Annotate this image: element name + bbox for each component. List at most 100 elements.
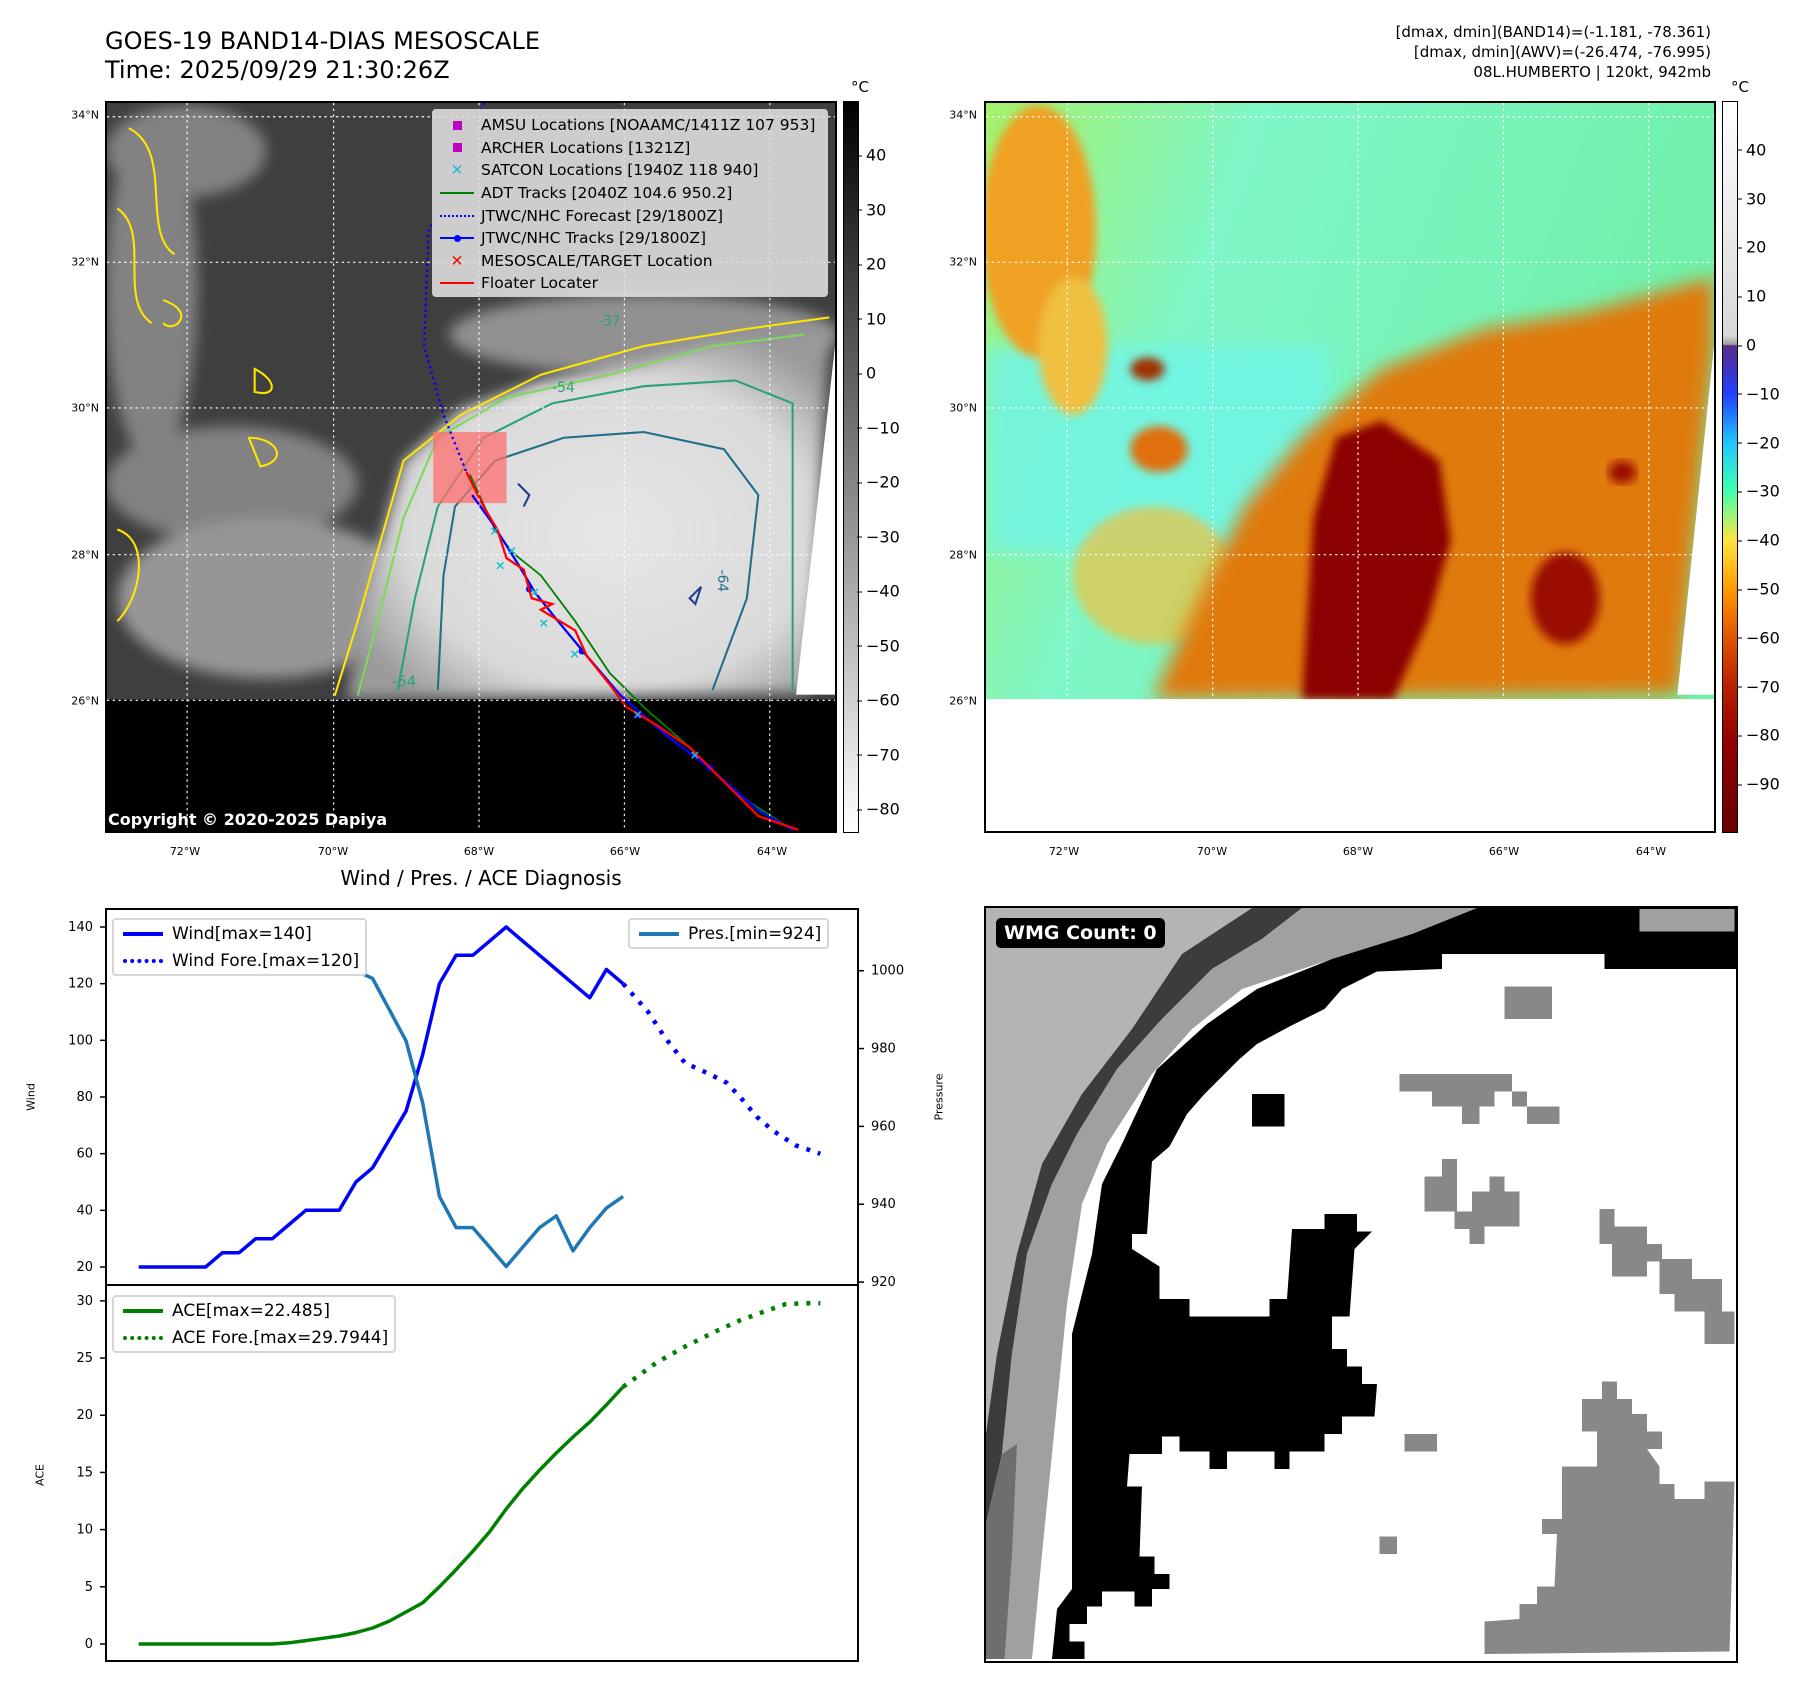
longitude-tick-label: 72°W (169, 845, 201, 858)
colorbar-tick-label: −60 (857, 690, 900, 710)
colorbar-tick-label: −30 (1737, 481, 1780, 501)
line-icon (433, 282, 481, 285)
legend-label: SATCON Locations [1940Z 118 940] (481, 161, 759, 180)
copyright-text: Copyright © 2020-2025 Dapiya (108, 810, 388, 829)
figure-title: GOES-19 BAND14-DIAS MESOSCALE Time: 2025… (105, 27, 540, 85)
colorbar-tick-label: 10 (1736, 286, 1767, 306)
latitude-tick-label: 30°N (71, 401, 99, 415)
colorbar-tick-label: 40 (856, 145, 887, 165)
latitude-tick-label: 32°N (949, 255, 977, 269)
legend-item-tracks: JTWC/NHC Tracks [29/1800Z] (433, 227, 827, 250)
y-tick-label: 120 (68, 977, 93, 992)
contour-label: -64 (714, 570, 730, 592)
ace-axis-label: ACE (33, 1464, 47, 1486)
series-line-ace-fore (621, 1300, 821, 1389)
latitude-tick-label: 32°N (71, 255, 99, 269)
wmg-image (986, 908, 1736, 1659)
svg-text:×: × (506, 543, 517, 558)
legend-item-floater: Floater Locater (433, 272, 827, 295)
series-line-ace (138, 1385, 625, 1646)
contour-label: -54 (392, 673, 416, 691)
awv-range: [dmax, dmin](AWV)=(-26.474, -76.995) (1413, 43, 1711, 61)
colorbar-tick-label: −20 (857, 472, 900, 492)
title-time: Time: 2025/09/29 21:30:26Z (105, 56, 450, 84)
contour-label: -37 (598, 313, 620, 329)
series-line-wind-fore (621, 982, 822, 1156)
legend-item-ace: ACE[max=22.485] (114, 1297, 394, 1324)
line-icon (630, 931, 688, 936)
x-marker-icon: ✕ (450, 251, 464, 270)
svg-text:×: × (529, 584, 540, 599)
y-tick-label: 40 (76, 1203, 93, 1218)
longitude-tick-label: 66°W (609, 845, 641, 858)
latitude-tick-label: 30°N (949, 401, 977, 415)
legend-label: Wind[max=140] (172, 923, 312, 944)
y-right-tick-label: 940 (871, 1197, 896, 1212)
series-line-pres (138, 926, 625, 1269)
y-right-tick-label: 1000 (871, 964, 904, 979)
colorbar-tick-label: −40 (857, 581, 900, 601)
colorbar-tick-label: 0 (856, 363, 877, 383)
colorbar-tick-label: 30 (856, 200, 887, 220)
legend-item-adt: ADT Tracks [2040Z 104.6 950.2] (433, 182, 827, 205)
legend-label: JTWC/NHC Tracks [29/1800Z] (481, 229, 707, 248)
legend-label: ACE[max=22.485] (172, 1300, 330, 1321)
latitude-tick-label: 28°N (949, 548, 977, 562)
dotted-line-icon (114, 1335, 172, 1340)
legend-label: AMSU Locations [NOAAMC/1411Z 107 953] (481, 116, 816, 135)
dotted-line-icon (433, 214, 481, 217)
line-icon (114, 1308, 172, 1313)
longitude-tick-label: 72°W (1048, 845, 1080, 858)
longitude-tick-label: 66°W (1488, 845, 1520, 858)
legend-label: Pres.[min=924] (688, 923, 822, 944)
series-line-wind (138, 925, 625, 1269)
legend-item-pressure: Pres.[min=924] (630, 920, 827, 947)
awv-map-image (986, 103, 1714, 831)
ir-map-image: -54 -37 -54 -64 ×××××××× (107, 103, 835, 831)
longitude-tick-label: 70°W (1196, 845, 1228, 858)
colorbar-tick-label: −50 (1737, 579, 1780, 599)
latitude-tick-label: 28°N (71, 548, 99, 562)
colorbar-tick-label: −50 (857, 636, 900, 656)
y-tick-label: 10 (76, 1523, 93, 1538)
y-tick-label: 15 (76, 1465, 93, 1480)
floater-track (465, 471, 799, 831)
legend-item-amsu: AMSU Locations [NOAAMC/1411Z 107 953] (433, 114, 827, 137)
title-line-1: GOES-19 BAND14-DIAS MESOSCALE (105, 27, 541, 55)
legend-item-target: ✕ MESOSCALE/TARGET Location (433, 250, 827, 273)
colorbar-tick-label: −70 (1737, 677, 1780, 697)
y-tick-label: 100 (68, 1033, 93, 1048)
ace-plot: 0 5 10 15 20 25 30 (76, 1294, 821, 1652)
colorbar-tick-label: −70 (857, 745, 900, 765)
contour-label: -54 (552, 380, 574, 396)
svg-text:×: × (569, 646, 580, 661)
square-marker-icon (433, 120, 481, 130)
longitude-tick-label: 68°W (1342, 845, 1374, 858)
svg-text:×: × (489, 523, 500, 538)
dotted-line-icon (114, 958, 172, 963)
wind-legend: Wind[max=140] Wind Fore.[max=120] (112, 918, 368, 976)
legend-item-wind: Wind[max=140] (114, 920, 365, 947)
legend-item-archer: ARCHER Locations [1321Z] (433, 137, 827, 160)
wmg-panel (984, 906, 1738, 1663)
y-tick-label: 20 (76, 1260, 93, 1275)
y-right-tick-label: 920 (871, 1275, 896, 1290)
svg-text:×: × (690, 747, 701, 762)
awv-colorbar (1722, 101, 1738, 833)
grayscale-colorbar (843, 101, 859, 833)
latitude-tick-label: 26°N (71, 694, 99, 708)
awv-map-panel (984, 101, 1716, 833)
y-tick-label: 60 (76, 1147, 93, 1162)
line-icon (114, 931, 172, 936)
map-grid (986, 103, 1714, 700)
legend-item-forecast: JTWC/NHC Forecast [29/1800Z] (433, 204, 827, 227)
latitude-tick-label: 34°N (949, 108, 977, 122)
x-marker-icon: ✕ (450, 161, 464, 180)
legend-label: Floater Locater (481, 274, 598, 293)
legend-item-wind-forecast: Wind Fore.[max=120] (114, 947, 365, 974)
y-tick-label: 0 (85, 1637, 93, 1652)
legend-item-ace-forecast: ACE Fore.[max=29.7944] (114, 1324, 394, 1351)
svg-text:×: × (539, 615, 550, 630)
y-tick-label: 20 (76, 1408, 93, 1423)
legend-label: ARCHER Locations [1321Z] (481, 138, 691, 157)
